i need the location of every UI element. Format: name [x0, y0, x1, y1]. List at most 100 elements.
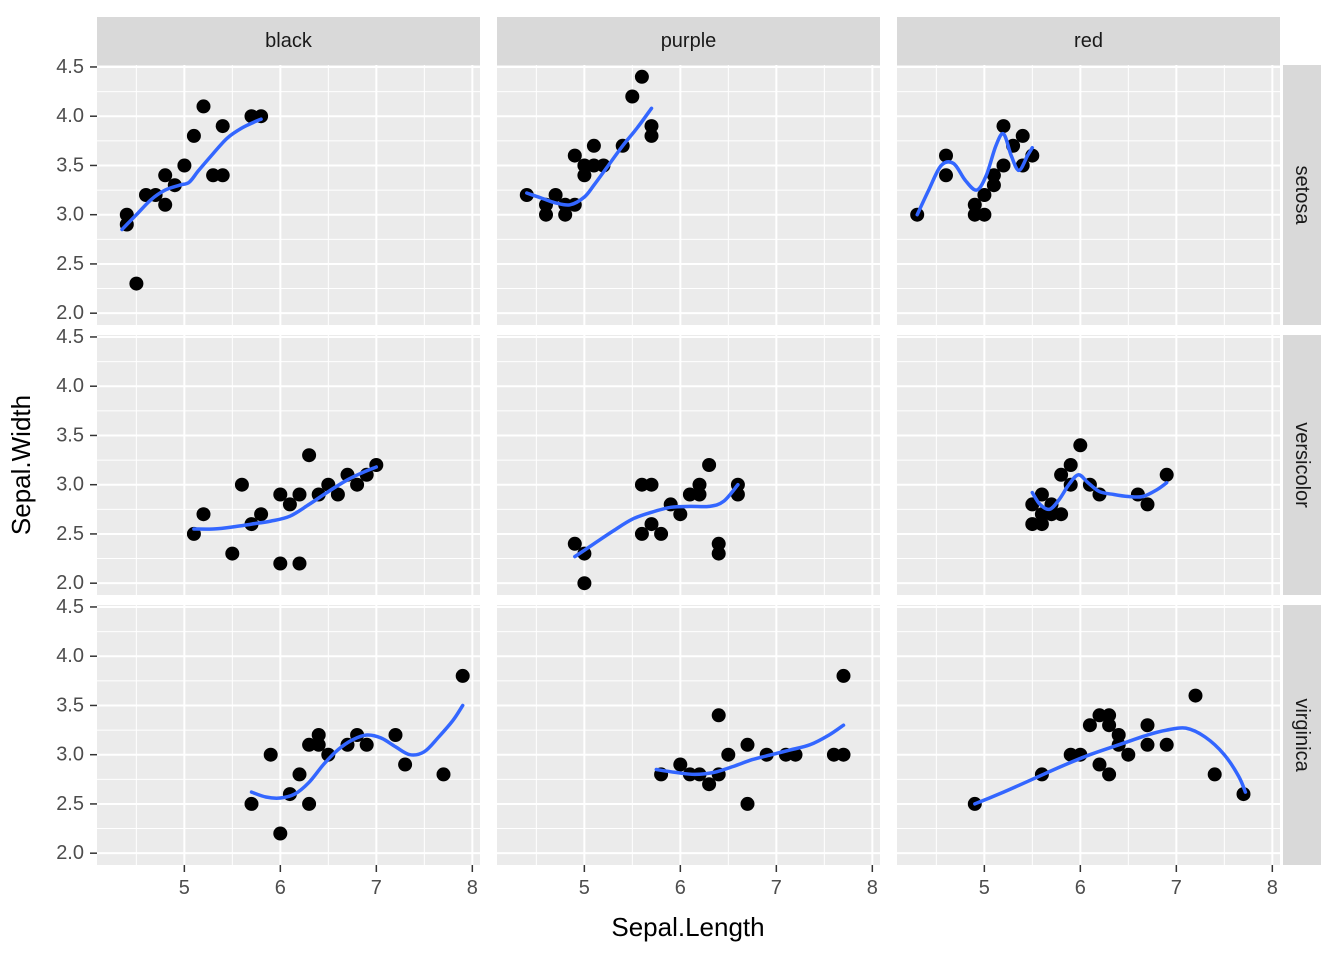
data-point	[740, 796, 755, 811]
panel-background	[897, 335, 1280, 595]
data-point	[436, 767, 451, 782]
data-point	[692, 477, 707, 492]
facet-strip-col-purple	[497, 17, 880, 65]
data-point	[548, 188, 563, 202]
x-tick-label: 5	[179, 877, 190, 899]
panel-versicolor-purple	[497, 335, 880, 595]
facet-strip-col-black	[97, 17, 480, 65]
data-point	[692, 487, 707, 502]
data-point	[177, 158, 192, 173]
data-point	[292, 767, 307, 782]
panel-background	[897, 65, 1280, 325]
panel-virginica-purple	[497, 605, 880, 865]
data-point	[196, 507, 211, 522]
y-tick-label: 2.0	[56, 572, 84, 594]
data-point	[567, 148, 582, 163]
data-point	[721, 747, 736, 762]
y-tick-label: 3.5	[56, 694, 84, 716]
x-tick-label: 5	[979, 877, 990, 899]
axes: 2.02.53.03.54.04.52.02.53.03.54.04.52.02…	[56, 56, 1278, 899]
y-tick-label: 4.5	[56, 326, 84, 348]
x-tick-label: 6	[1075, 877, 1086, 899]
y-tick-label: 4.5	[56, 56, 84, 78]
panel-virginica-red	[897, 605, 1280, 865]
data-point	[139, 188, 153, 202]
data-point	[967, 207, 982, 222]
data-point	[196, 99, 211, 114]
panel-setosa-purple	[497, 65, 880, 325]
smooth-line	[249, 703, 465, 800]
data-point	[158, 168, 173, 183]
y-tick-label: 4.0	[56, 375, 84, 397]
x-tick-label: 7	[371, 877, 382, 899]
data-point	[740, 737, 755, 752]
data-point	[711, 708, 726, 723]
data-point	[1207, 767, 1222, 782]
data-point	[996, 158, 1011, 173]
data-point	[350, 477, 365, 492]
data-point	[455, 668, 470, 683]
data-point	[702, 777, 717, 792]
data-point	[634, 69, 649, 84]
data-point	[673, 757, 688, 772]
data-point	[577, 546, 592, 561]
data-point	[939, 148, 953, 163]
data-point	[302, 448, 317, 463]
data-point	[321, 747, 336, 762]
data-point	[702, 458, 717, 472]
data-point	[244, 109, 259, 124]
data-point	[1054, 467, 1069, 482]
facet-strip-row-label: virginica	[1291, 698, 1313, 772]
data-point	[273, 826, 288, 841]
smooth-line	[573, 482, 740, 559]
data-point	[1159, 467, 1174, 482]
data-point	[644, 477, 659, 492]
data-point	[1121, 747, 1136, 762]
data-point	[654, 526, 669, 541]
data-point	[1034, 507, 1049, 522]
data-point	[225, 546, 240, 561]
data-point	[539, 207, 553, 222]
smooth-line	[120, 117, 263, 232]
data-point	[1034, 517, 1049, 532]
data-point	[273, 556, 288, 571]
data-point	[1025, 517, 1040, 532]
data-point	[586, 138, 601, 153]
data-point	[939, 168, 953, 183]
facet-strips: black purple red setosa versicolor virginica	[97, 17, 1321, 865]
data-point	[836, 668, 851, 683]
data-point	[558, 207, 573, 222]
y-tick-label: 3.5	[56, 154, 84, 176]
x-tick-label: 8	[467, 877, 478, 899]
data-point	[302, 737, 317, 752]
smooth-line	[192, 465, 379, 531]
data-point	[311, 487, 326, 502]
x-tick-label: 6	[275, 877, 286, 899]
data-point	[996, 119, 1011, 134]
data-point	[1073, 438, 1088, 453]
panel-virginica-black	[97, 605, 480, 865]
data-point	[186, 128, 201, 143]
data-point	[1188, 688, 1203, 703]
data-point	[215, 168, 230, 183]
data-point	[129, 276, 144, 291]
data-point	[292, 487, 307, 502]
panel-background	[497, 605, 880, 865]
data-point	[1054, 507, 1069, 522]
data-point	[206, 168, 221, 183]
data-point	[519, 188, 534, 202]
data-point	[634, 526, 649, 541]
data-point	[282, 497, 297, 512]
x-tick-label: 6	[675, 877, 686, 899]
data-point	[711, 546, 726, 561]
x-tick-label: 7	[1171, 877, 1182, 899]
x-tick-label: 7	[771, 877, 782, 899]
panel-versicolor-black	[97, 335, 480, 595]
panel-setosa-red	[897, 65, 1280, 325]
facet-strip-row-setosa	[1283, 65, 1321, 325]
data-point	[977, 188, 992, 202]
data-point	[158, 197, 173, 212]
data-point	[330, 487, 345, 502]
